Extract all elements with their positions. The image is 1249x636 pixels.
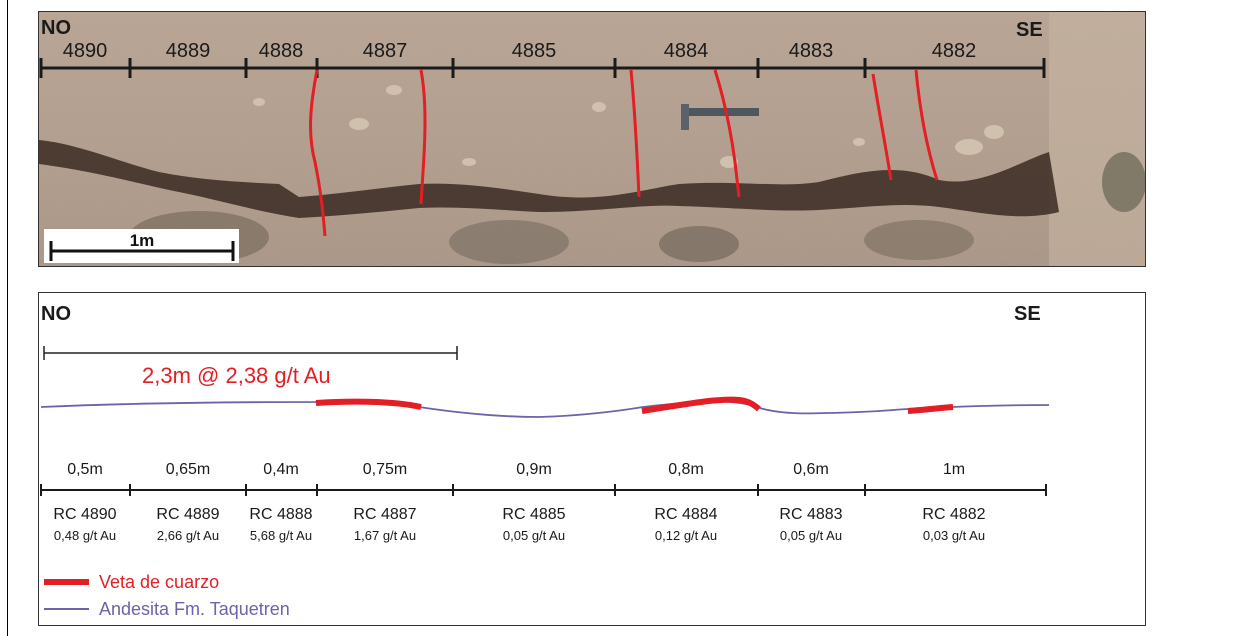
sample-name-label: RC 4889 <box>156 506 219 523</box>
quartz-vein-segments <box>315 396 954 414</box>
photo-sample-label: 4882 <box>932 40 977 62</box>
sample-width-label: 0,6m <box>793 461 829 478</box>
sample-grade-label: 0,12 g/t Au <box>655 528 717 543</box>
sample-grade-label: 2,66 g/t Au <box>157 528 219 543</box>
legend: Veta de cuarzo Andesita Fm. Taquetren <box>44 572 290 619</box>
sample-grade-label: 1,67 g/t Au <box>354 528 416 543</box>
outcrop-photo-panel: 4890 4889 4888 4887 4885 4884 4883 4882 … <box>38 11 1146 267</box>
sample-width-label: 0,4m <box>263 461 299 478</box>
vein-traces <box>309 69 939 237</box>
outcrop-photo: 4890 4889 4888 4887 4885 4884 4883 4882 … <box>39 12 1145 266</box>
sample-grade-label: 5,68 g/t Au <box>250 528 312 543</box>
sample-axis <box>40 484 1047 496</box>
andesite-contact-line <box>40 400 1050 418</box>
photo-sample-label: 4890 <box>63 40 108 62</box>
sample-grade-label: 0,03 g/t Au <box>923 528 985 543</box>
channel-profile: NO SE 2,3m @ 2,38 g/t Au 0,5m 0,65m 0,4m… <box>40 303 1050 619</box>
legend-label-andesite: Andesita Fm. Taquetren <box>99 599 290 619</box>
photo-sample-label: 4883 <box>789 40 834 62</box>
sample-grade-label: 0,05 g/t Au <box>780 528 842 543</box>
photo-direction-nw: NO <box>41 17 71 39</box>
sample-name-label: RC 4883 <box>779 506 842 523</box>
sample-width-label: 0,5m <box>67 461 103 478</box>
hammer-object <box>681 104 759 130</box>
photo-sample-label: 4887 <box>363 40 408 62</box>
profile-direction-nw: NO <box>41 303 71 325</box>
photo-sample-label: 4888 <box>259 40 304 62</box>
sample-name-label: RC 4888 <box>249 506 312 523</box>
legend-label-quartz-vein: Veta de cuarzo <box>99 572 219 592</box>
channel-profile-panel: NO SE 2,3m @ 2,38 g/t Au 0,5m 0,65m 0,4m… <box>38 292 1146 626</box>
sample-width-label: 0,75m <box>363 461 407 478</box>
sample-name-label: RC 4884 <box>654 506 717 523</box>
sample-width-label: 0,65m <box>166 461 210 478</box>
sample-width-label: 0,9m <box>516 461 552 478</box>
interval-bracket <box>43 346 458 360</box>
photo-sample-label: 4885 <box>512 40 557 62</box>
photo-sample-label: 4884 <box>664 40 709 62</box>
sample-width-label: 1m <box>943 461 965 478</box>
left-border-line <box>7 0 8 636</box>
scale-bar-label: 1m <box>130 231 155 250</box>
scale-bar: 1m <box>44 229 239 263</box>
sample-name-label: RC 4882 <box>922 506 985 523</box>
sample-name-label: RC 4890 <box>53 506 116 523</box>
sample-name-label: RC 4885 <box>502 506 565 523</box>
sample-grade-label: 0,05 g/t Au <box>503 528 565 543</box>
profile-direction-se: SE <box>1014 303 1041 325</box>
interval-label: 2,3m @ 2,38 g/t Au <box>142 363 331 388</box>
photo-sample-label: 4889 <box>166 40 211 62</box>
photo-direction-se: SE <box>1016 19 1043 41</box>
sample-tape <box>39 58 1046 78</box>
sample-grade-label: 0,48 g/t Au <box>54 528 116 543</box>
sample-width-label: 0,8m <box>668 461 704 478</box>
sample-name-label: RC 4887 <box>353 506 416 523</box>
